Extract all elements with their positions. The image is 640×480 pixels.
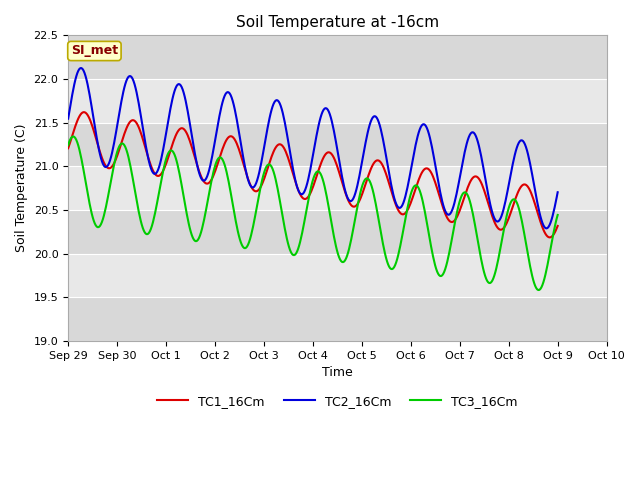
Bar (68, 166, 607, 210)
Y-axis label: Soil Temperature (C): Soil Temperature (C) (15, 124, 28, 252)
Legend: TC1_16Cm, TC2_16Cm, TC3_16Cm: TC1_16Cm, TC2_16Cm, TC3_16Cm (152, 390, 523, 413)
Text: SI_met: SI_met (71, 45, 118, 58)
Bar (68, 210, 607, 253)
X-axis label: Time: Time (322, 366, 353, 379)
Bar (68, 79, 607, 122)
Title: Soil Temperature at -16cm: Soil Temperature at -16cm (236, 15, 439, 30)
Bar (68, 122, 607, 166)
Bar (68, 253, 607, 297)
Bar (68, 297, 607, 341)
Bar (68, 36, 607, 79)
